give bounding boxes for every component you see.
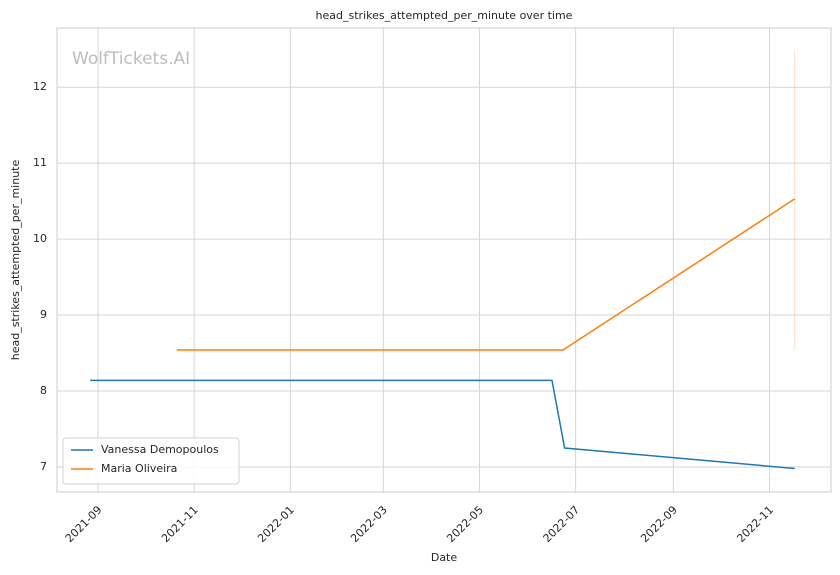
- x-axis-label: Date: [431, 551, 458, 564]
- y-axis-label: head_strikes_attempted_per_minute: [9, 160, 22, 361]
- chart-title: head_strikes_attempted_per_minute over t…: [316, 9, 573, 22]
- legend-label: Vanessa Demopoulos: [101, 443, 219, 456]
- legend-label: Maria Oliveira: [101, 462, 177, 475]
- line: [176, 198, 796, 351]
- watermark: WolfTickets.AI: [72, 49, 190, 69]
- line: [90, 379, 795, 470]
- legend-box: [62, 437, 240, 485]
- y-tick-label: 11: [33, 156, 47, 169]
- legend: Vanessa Demopoulos Maria Oliveira: [62, 437, 240, 485]
- y-tick-label: 8: [40, 384, 47, 397]
- y-tick-label: 10: [33, 232, 47, 245]
- plot-frame: [56, 27, 832, 493]
- y-tick-label: 12: [33, 80, 47, 93]
- y-tick-label: 9: [40, 308, 47, 321]
- y-tick-label: 7: [40, 460, 47, 473]
